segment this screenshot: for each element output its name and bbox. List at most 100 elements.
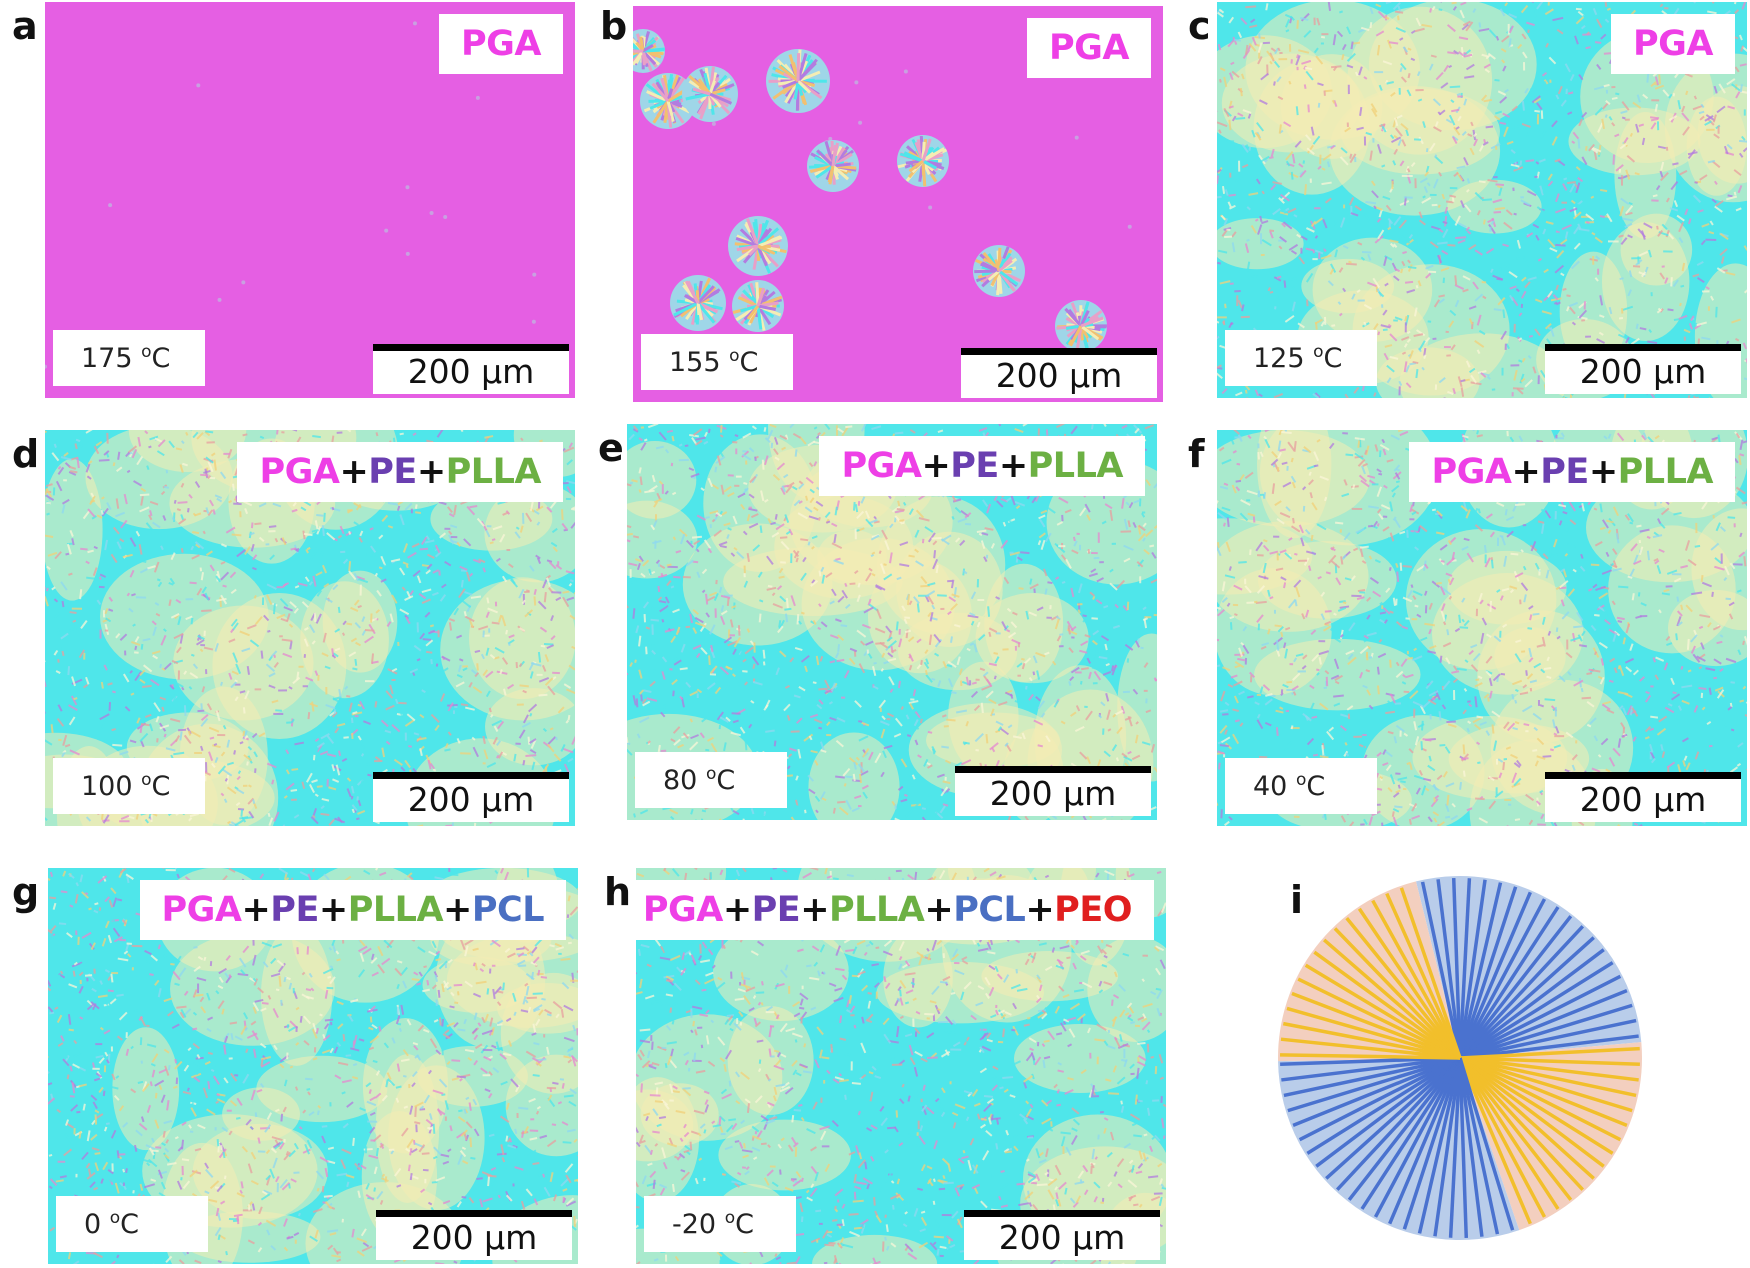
yellow-radial-line [1458,1057,1547,1218]
temperature-unit: C [716,765,736,796]
scale-bar: 200 µm [376,1210,572,1260]
panel-letter-i: i [1290,878,1304,922]
scale-bar-label: 200 µm [989,774,1117,813]
micrograph-panel-e: PGA+PE+PLLA 80 oC 200 µm [627,424,1157,820]
scale-bar-label: 200 µm [407,352,535,391]
scale-bar-label: 200 µm [995,356,1123,395]
yellow-radial-line [1357,907,1462,1059]
micrograph-panel-a: PGA 175 oC 200 µm [45,2,575,398]
panel-i-spherulite-schematic [1238,862,1698,1262]
blue-radial-line [1283,1056,1461,1098]
sample-label: PGA+PE+PLLA [819,436,1145,496]
temperature-unit: C [1323,343,1343,374]
degree-symbol: o [141,342,152,362]
panel-letter-a: a [12,4,38,48]
scale-bar-label: 200 µm [1579,352,1707,391]
yellow-radial-line [1459,1056,1640,1067]
panel-letter-c: c [1188,4,1211,48]
sample-label: PGA [1611,14,1735,74]
blue-radial-line [1298,1056,1461,1142]
blue-radial-line [1458,948,1605,1060]
sample-label: PGA+PE+PLLA+PCL+PEO [636,880,1154,940]
sample-label: PGA+PE+PLLA [237,442,563,502]
temperature-value: 100 [81,771,142,802]
blue-radial-line [1459,1003,1633,1060]
temperature-label: 125 oC [1225,330,1377,386]
temperature-value: 40 [1253,771,1296,802]
plus-sign: + [924,890,954,930]
polymer-peo: PEO [1054,890,1132,930]
micrograph-panel-d: PGA+PE+PLLA 100 oC 200 µm [45,430,575,826]
blue-radial-line [1360,1057,1462,1210]
polymer-plla: PLLA [445,452,542,492]
scale-bar: 200 µm [1545,344,1741,394]
micrograph-panel-g: PGA+PE+PLLA+PCL 0 oC 200 µm [48,868,578,1264]
polymer-pe: PE [1540,452,1589,492]
plus-sign: + [921,446,951,486]
yellow-radial-line [1458,1056,1585,1191]
blue-radial-line [1458,915,1573,1060]
plus-sign: + [241,890,271,930]
scale-bar: 200 µm [955,766,1151,816]
polymer-pe: PE [368,452,417,492]
polymer-plla: PLLA [1617,452,1714,492]
plus-sign: + [998,446,1028,486]
temperature-unit: C [151,343,171,374]
yellow-radial-line [1458,1056,1605,1168]
degree-symbol: o [705,764,717,784]
yellow-radial-line [1459,1056,1628,1128]
plus-sign: + [339,452,369,492]
panel-letter-h: h [604,870,632,914]
blue-radial-line [1436,879,1462,1059]
yellow-sector [1460,1042,1642,1231]
blue-radial-line [1292,1056,1461,1128]
yellow-radial-line [1459,1056,1637,1098]
temperature-unit: C [120,1209,140,1240]
yellow-radial-line [1345,917,1462,1060]
polymer-pga: PGA [259,452,340,492]
polymer-plla: PLLA [1027,446,1124,486]
polymer-pga: PGA [461,24,541,64]
polymer-pe: PE [950,446,999,486]
polymer-pga: PGA [642,890,723,930]
sample-label: PGA+PE+PLLA+PCL [139,880,566,940]
yellow-radial-line [1459,1056,1633,1113]
temperature-label: -20 oC [644,1196,796,1252]
polymer-plla: PLLA [829,890,925,930]
degree-symbol: o [729,346,740,366]
yellow-radial-line [1458,1056,1573,1201]
blue-radial-line [1458,1057,1500,1235]
temperature-unit: C [151,771,171,802]
blue-radial-line [1458,1057,1515,1231]
plus-sign: + [1511,452,1541,492]
polymer-pe: PE [270,890,319,930]
yellow-radial-line [1458,1056,1595,1180]
plus-sign: + [443,890,472,930]
blue-radial-line [1458,906,1560,1059]
yellow-radial-line [1313,950,1462,1060]
temperature-label: 40 oC [1225,758,1377,814]
yellow-radial-line [1279,1053,1461,1060]
blue-radial-line [1458,882,1503,1059]
degree-symbol: o [1313,342,1324,362]
blue-radial-line [1458,1057,1484,1237]
polymer-plla: PLLA [347,890,444,930]
blue-radial-line [1458,878,1472,1059]
sample-label: PGA+PE+PLLA [1409,442,1735,502]
blue-radial-line [1458,879,1487,1059]
polymer-pcl: PCL [471,890,545,930]
blue-radial-line [1347,1056,1462,1201]
scale-bar-line [961,348,1157,355]
blue-radial-line [1459,988,1628,1060]
scale-bar-line [1545,772,1741,779]
blue-radial-line [1281,1056,1461,1082]
yellow-radial-line [1371,899,1462,1059]
scale-bar: 200 µm [373,772,569,822]
polymer-pcl: PCL [953,890,1026,930]
scale-bar: 200 µm [961,348,1157,398]
sample-label: PGA [439,14,563,74]
blue-radial-line [1458,891,1532,1059]
yellow-radial-line [1385,892,1462,1059]
blue-radial-line [1459,974,1622,1060]
scale-bar-line [376,1210,572,1217]
